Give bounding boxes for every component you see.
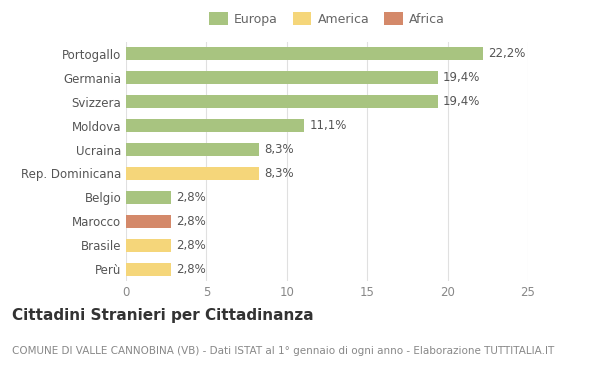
Text: 8,3%: 8,3% (264, 167, 294, 180)
Bar (126, 119, 304, 132)
Bar (126, 47, 483, 60)
Text: 2,8%: 2,8% (176, 215, 206, 228)
Bar (126, 191, 171, 204)
Bar (126, 167, 259, 180)
Text: 2,8%: 2,8% (176, 263, 206, 276)
Bar (126, 143, 259, 156)
Legend: Europa, America, Africa: Europa, America, Africa (209, 12, 445, 26)
Text: 19,4%: 19,4% (443, 71, 480, 84)
Text: 19,4%: 19,4% (443, 95, 480, 108)
Text: 11,1%: 11,1% (310, 119, 347, 132)
Text: COMUNE DI VALLE CANNOBINA (VB) - Dati ISTAT al 1° gennaio di ogni anno - Elabora: COMUNE DI VALLE CANNOBINA (VB) - Dati IS… (12, 346, 554, 356)
Bar (126, 95, 438, 108)
Text: 22,2%: 22,2% (488, 47, 525, 60)
Bar (126, 215, 171, 228)
Text: 2,8%: 2,8% (176, 191, 206, 204)
Text: Cittadini Stranieri per Cittadinanza: Cittadini Stranieri per Cittadinanza (12, 308, 314, 323)
Bar (126, 263, 171, 276)
Text: 2,8%: 2,8% (176, 239, 206, 252)
Bar (126, 239, 171, 252)
Bar (126, 71, 438, 84)
Text: 8,3%: 8,3% (264, 143, 294, 156)
